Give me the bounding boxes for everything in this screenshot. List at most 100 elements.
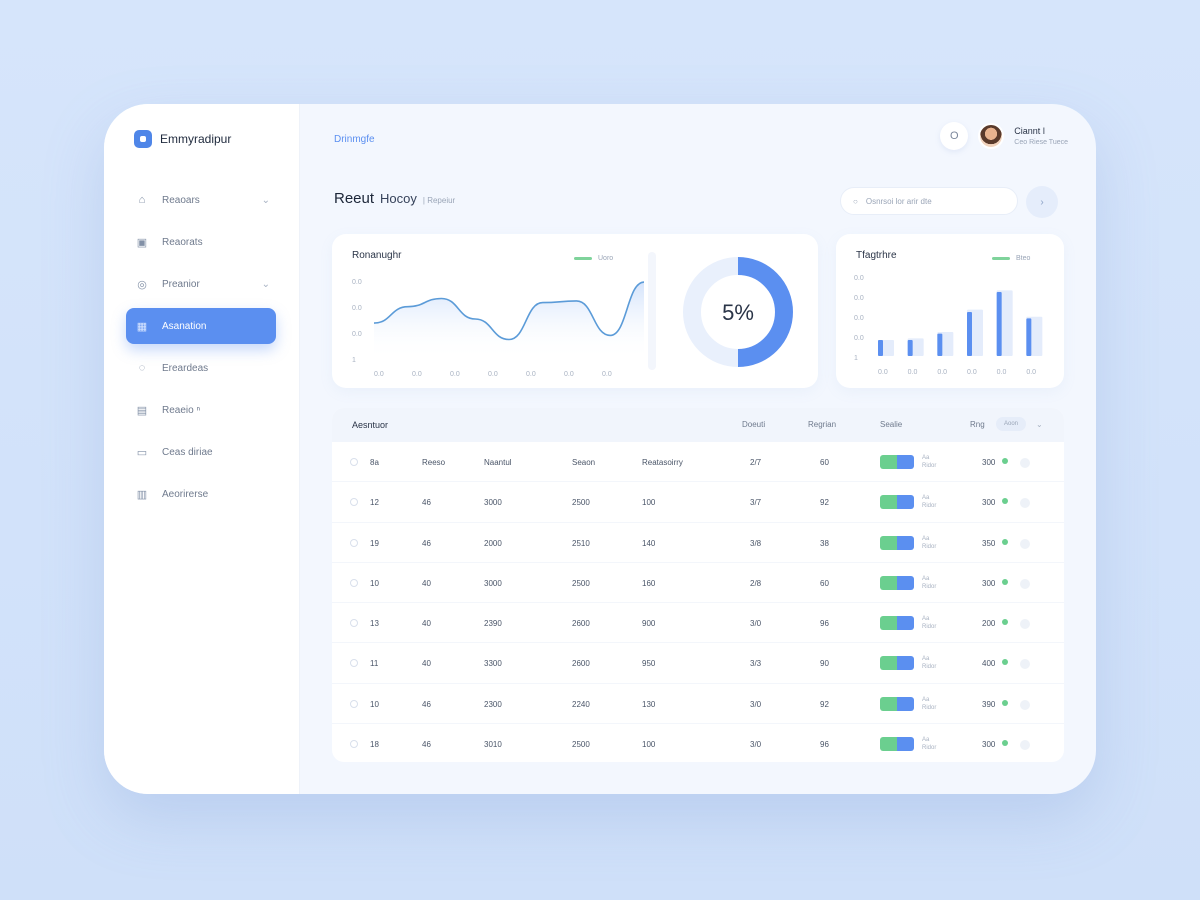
line-chart-title: Ronanughr: [352, 250, 402, 261]
home-icon: ⌂: [138, 194, 146, 206]
bar-chart-icon: ▥: [136, 488, 148, 501]
table-row[interactable]: 11 40 3300 2600 950 3/3 90 Aa Ridor 400: [332, 643, 1064, 684]
sidebar-item-label: Ereardeas: [162, 362, 209, 374]
table-cell: 2600: [572, 619, 590, 629]
row-toggle[interactable]: [1020, 740, 1030, 751]
status-detail-top: Aa: [922, 656, 930, 663]
bar: [967, 312, 972, 356]
status-badge[interactable]: [880, 575, 914, 590]
table-row[interactable]: 8a Reeso Naantul Seaon Reatasoirry 2/7 60 Aa Rid…: [332, 442, 1064, 483]
table-row[interactable]: 19 46 2000 2510 140 3/8 38 Aa Ridor 350: [332, 523, 1064, 563]
line-chart-card: Ronanughr Uoro 0.0 0.0 0.0 1 0.0 0.0 0.0 0.0 0.0…: [332, 234, 818, 388]
row-toggle[interactable]: [1020, 578, 1030, 589]
sidebar-item[interactable]: ◌ Ereardeas: [126, 350, 276, 386]
status-detail: Aa Ridor: [922, 535, 936, 551]
x-tick-label: 0.0: [967, 369, 977, 376]
breadcrumb[interactable]: Drinmgfe: [334, 134, 375, 145]
column-header[interactable]: Sealie: [880, 420, 903, 429]
notification-icon[interactable]: O: [940, 122, 969, 150]
column-header[interactable]: Rng: [970, 420, 985, 429]
table-row[interactable]: 10 40 3000 2500 160 2/8 60 Aa Ridor 300: [332, 563, 1064, 604]
sidebar-item[interactable]: ◎ Preanior ⌄: [126, 266, 276, 302]
row-value: 200: [982, 619, 996, 629]
status-badge[interactable]: [880, 535, 914, 550]
status-badge[interactable]: [880, 737, 914, 752]
status-badge[interactable]: [880, 656, 914, 671]
status-detail-bottom: Ridor: [922, 543, 937, 550]
status-detail-top: Aa: [922, 455, 930, 461]
table-row[interactable]: 10 46 2300 2240 130 3/0 92 Aa Ridor 390: [332, 684, 1064, 725]
row-checkbox[interactable]: [350, 538, 358, 547]
status-detail-bottom: Ridor: [922, 704, 937, 711]
status-badge[interactable]: [880, 495, 914, 510]
chevron-down-icon[interactable]: ⌄: [261, 194, 270, 206]
y-tick-label: 0.0: [352, 331, 362, 338]
row-toggle[interactable]: [1020, 619, 1030, 630]
status-badge[interactable]: [880, 696, 914, 711]
row-checkbox[interactable]: [350, 659, 358, 668]
status-dot: [1002, 740, 1008, 747]
row-checkbox[interactable]: [350, 458, 358, 466]
bar-chart-legend: Bteo: [992, 255, 1030, 262]
status-detail-top: Aa: [922, 616, 930, 623]
row-toggle[interactable]: [1020, 699, 1030, 710]
sidebar-item-label: Aeorirerse: [162, 488, 209, 500]
avatar[interactable]: [978, 123, 1005, 149]
row-toggle[interactable]: [1020, 498, 1030, 509]
table-cell: 3/3: [750, 659, 762, 669]
status-detail-top: Aa: [922, 495, 930, 502]
row-toggle[interactable]: [1020, 458, 1030, 468]
row-toggle[interactable]: [1020, 538, 1030, 549]
status-dot: [1002, 458, 1008, 464]
user-info[interactable]: Ciannt l Ceo Riese Tuece: [1014, 126, 1068, 146]
status-detail-bottom: Ridor: [922, 503, 937, 510]
filter-dropdown[interactable]: Aoon: [996, 417, 1026, 431]
bar: [1026, 318, 1032, 356]
table-row[interactable]: 13 40 2390 2600 900 3/0 96 Aa Ridor 200: [332, 603, 1064, 644]
table-cell: 38: [820, 538, 829, 548]
sidebar-item[interactable]: ⌂ Reaoars ⌄: [126, 182, 276, 218]
row-value: 300: [982, 458, 996, 467]
document-icon: ▭: [136, 446, 148, 459]
brand-name: Emmyradipur: [160, 132, 232, 146]
row-checkbox[interactable]: [350, 619, 358, 628]
page-title-sub: Hocoy: [380, 191, 417, 206]
row-checkbox[interactable]: [350, 578, 358, 587]
page-title-tag: | Repeiur: [422, 196, 456, 205]
sidebar-item[interactable]: ▣ Reaorats: [126, 224, 276, 260]
column-header[interactable]: Doeuti: [742, 420, 766, 429]
table-cell: 100: [642, 740, 656, 750]
line-series: [373, 281, 645, 341]
table-row[interactable]: 18 46 3010 2500 100 3/0 96 Aa Ridor 300: [332, 724, 1064, 762]
brand[interactable]: Emmyradipur: [134, 130, 231, 148]
sidebar-item[interactable]: ▭ Ceas diriae: [126, 434, 276, 470]
x-tick-label: 0.0: [450, 371, 460, 378]
status-dot: [1002, 498, 1008, 505]
table-cell: 3000: [484, 498, 502, 508]
row-toggle[interactable]: [1020, 659, 1030, 670]
y-tick-label: 0.0: [854, 335, 864, 342]
sidebar-item[interactable]: ▥ Aeorirerse: [126, 476, 276, 512]
chevron-down-icon[interactable]: ⌄: [261, 278, 270, 290]
table-row[interactable]: 12 46 3000 2500 100 3/7 92 Aa Ridor 300: [332, 482, 1064, 523]
chart-scrollbar[interactable]: [648, 252, 656, 370]
sidebar-item[interactable]: ▤ Reaeio ⁿ: [126, 392, 276, 428]
search-input[interactable]: ○ Osnrsoi lor arir dte: [840, 187, 1018, 215]
table-cell: 2/8: [750, 578, 762, 588]
search-button[interactable]: ›: [1026, 186, 1058, 218]
status-dot: [1002, 699, 1008, 706]
status-badge[interactable]: [880, 455, 914, 469]
status-dot: [1002, 538, 1008, 545]
row-checkbox[interactable]: [350, 498, 358, 507]
bar: [907, 340, 913, 356]
table-cell: 2240: [572, 699, 590, 709]
header-actions: O Ciannt l Ceo Riese Tuece: [940, 122, 1068, 150]
row-checkbox[interactable]: [350, 740, 358, 749]
row-checkbox[interactable]: [350, 699, 358, 708]
sidebar-item[interactable]: ▦ Asanation: [126, 308, 276, 344]
y-tick-label: 1: [854, 355, 858, 362]
chevron-down-icon[interactable]: ⌄: [1036, 420, 1043, 429]
status-badge[interactable]: [880, 616, 914, 631]
column-header[interactable]: Regrian: [808, 420, 837, 429]
grid-icon: ▦: [136, 320, 148, 333]
